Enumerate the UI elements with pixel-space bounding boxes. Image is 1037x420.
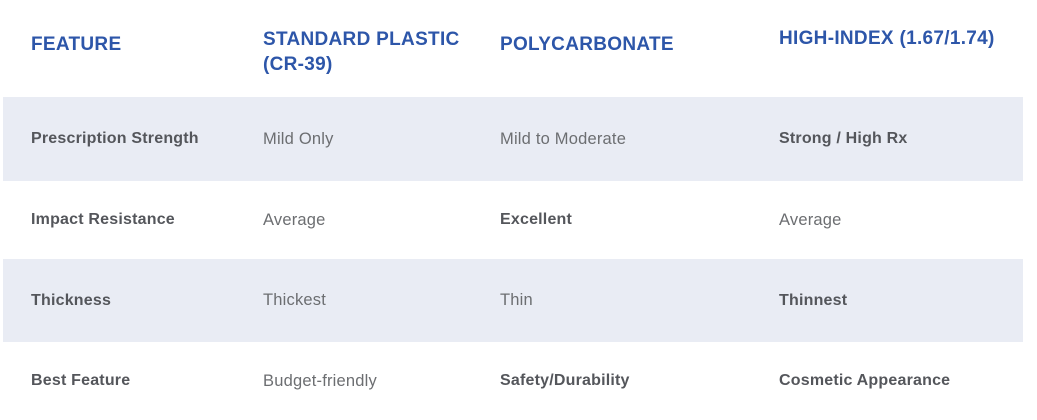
lens-comparison-table: FEATURE STANDARD PLASTIC (CR-39) POLYCAR… xyxy=(3,0,1023,420)
row-label: Best Feature xyxy=(31,372,131,389)
table-row-best-feature: Best Feature Budget-friendly Safety/Dura… xyxy=(3,342,1023,420)
column-header-feature: FEATURE xyxy=(31,0,263,97)
table-cell: Safety/Durability xyxy=(500,372,630,389)
column-header-label: FEATURE xyxy=(31,34,122,55)
table-cell: Excellent xyxy=(500,211,573,228)
column-header-label: HIGH-INDEX (1.67/1.74) xyxy=(779,28,995,49)
table-cell: Strong / High Rx xyxy=(779,130,908,147)
column-header-label: POLYCARBONATE xyxy=(500,34,674,55)
table-row-impact-resistance: Impact Resistance Average Excellent Aver… xyxy=(3,181,1023,259)
table-cell: Mild Only xyxy=(263,129,334,148)
row-label: Prescription Strength xyxy=(31,130,199,147)
table-cell: Budget-friendly xyxy=(263,371,377,390)
table-cell: Average xyxy=(263,210,326,229)
table-row-thickness: Thickness Thickest Thin Thinnest xyxy=(3,259,1023,342)
table-cell: Mild to Moderate xyxy=(500,129,627,148)
column-header-label: STANDARD PLASTIC (CR-39) xyxy=(263,29,460,75)
table-row-prescription-strength: Prescription Strength Mild Only Mild to … xyxy=(3,97,1023,181)
table-cell: Average xyxy=(779,210,842,229)
row-label: Impact Resistance xyxy=(31,211,175,228)
table-cell: Thin xyxy=(500,291,533,309)
column-header-high-index: HIGH-INDEX (1.67/1.74) xyxy=(779,0,1023,97)
table-header-row: FEATURE STANDARD PLASTIC (CR-39) POLYCAR… xyxy=(3,0,1023,97)
column-header-standard-plastic: STANDARD PLASTIC (CR-39) xyxy=(263,0,500,97)
column-header-polycarbonate: POLYCARBONATE xyxy=(500,0,779,97)
table-cell: Thinnest xyxy=(779,291,848,309)
table-cell: Thickest xyxy=(263,291,327,309)
row-label: Thickness xyxy=(31,291,112,309)
table-cell: Cosmetic Appearance xyxy=(779,372,951,389)
